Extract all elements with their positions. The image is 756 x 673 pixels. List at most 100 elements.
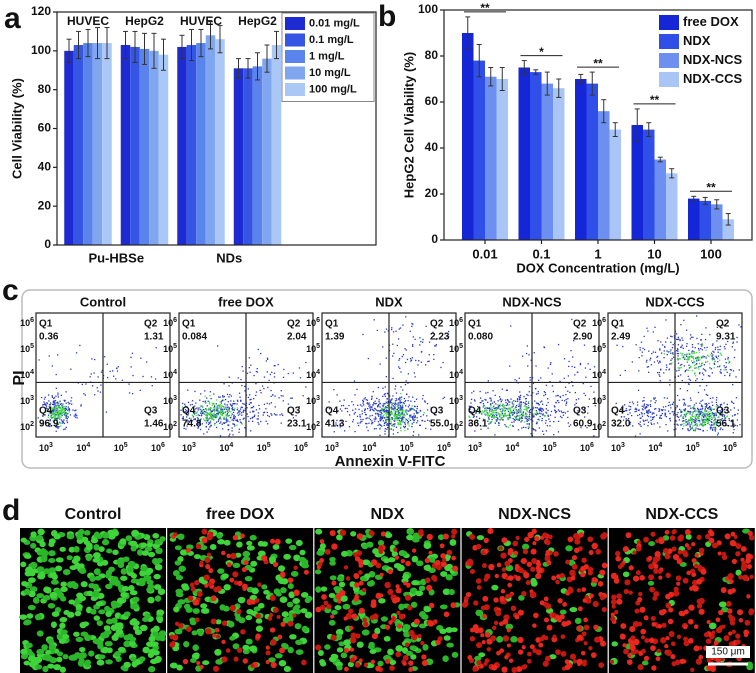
y-tick-label: 105	[20, 343, 34, 355]
event-dot	[232, 419, 233, 420]
green-cell	[24, 619, 32, 625]
red-cell	[444, 611, 450, 617]
event-dot	[343, 405, 344, 406]
event-dot	[378, 414, 379, 415]
event-dot	[210, 391, 211, 392]
event-dot	[543, 395, 544, 396]
y-tick-label-exponent: 5	[316, 343, 320, 350]
event-dot	[206, 397, 207, 398]
event-dot	[657, 340, 658, 341]
event-dot	[512, 401, 513, 402]
event-dot	[192, 400, 193, 401]
event-dot	[666, 369, 667, 370]
event-dot	[517, 419, 518, 420]
green-cell	[148, 666, 155, 672]
event-dot	[554, 405, 555, 406]
event-dot	[691, 337, 692, 338]
event-dot	[55, 408, 56, 409]
event-dot	[405, 409, 406, 410]
red-cell	[355, 633, 360, 638]
green-cell	[223, 584, 230, 590]
green-cell	[94, 532, 100, 539]
event-dot	[664, 347, 665, 348]
event-dot	[540, 416, 541, 417]
green-cell	[283, 554, 291, 560]
event-dot	[561, 412, 562, 413]
red-cell	[216, 634, 220, 638]
green-cell	[111, 634, 118, 640]
event-dot	[687, 424, 688, 425]
event-dot	[377, 405, 378, 406]
event-dot	[695, 347, 696, 348]
event-dot	[363, 404, 364, 405]
red-cell	[266, 660, 270, 664]
event-dot	[566, 399, 567, 400]
red-cell	[321, 594, 327, 600]
event-dot	[384, 403, 385, 404]
event-dot	[211, 425, 212, 426]
green-cell	[133, 625, 139, 631]
red-cell	[344, 648, 349, 653]
green-cell	[142, 647, 150, 654]
event-dot	[653, 423, 654, 424]
green-cell	[146, 542, 153, 547]
event-dot	[699, 352, 700, 353]
green-cell	[419, 611, 426, 617]
event-dot	[730, 409, 731, 410]
event-dot	[305, 386, 306, 387]
y-tick-label: 106	[306, 317, 320, 329]
green-cell	[315, 569, 321, 574]
event-dot	[339, 401, 340, 402]
event-dot	[497, 418, 498, 419]
event-dot	[688, 405, 689, 406]
event-dot	[644, 408, 645, 409]
green-cell	[229, 636, 235, 641]
event-dot	[519, 399, 520, 400]
event-dot	[219, 406, 220, 407]
event-dot	[236, 425, 237, 426]
red-cell	[277, 615, 281, 619]
event-dot	[672, 347, 673, 348]
event-dot	[703, 416, 704, 417]
y-tick-label-exponent: 5	[602, 343, 606, 350]
event-dot	[271, 402, 272, 403]
green-cell	[92, 558, 100, 563]
event-dot	[520, 395, 521, 396]
x-tick-label-base: 10	[182, 443, 192, 453]
event-dot	[641, 413, 642, 414]
event-dot	[585, 377, 586, 378]
event-dot	[362, 419, 363, 420]
event-dot	[404, 348, 405, 349]
bar	[149, 51, 159, 245]
event-dot	[543, 346, 544, 347]
event-dot	[498, 425, 499, 426]
event-dot	[57, 402, 58, 403]
quadrant-name: Q2	[573, 319, 587, 330]
event-dot	[225, 408, 226, 409]
green-cell	[368, 642, 374, 647]
event-dot	[263, 412, 264, 413]
event-dot	[230, 400, 231, 401]
event-dot	[711, 421, 712, 422]
red-cell	[396, 587, 402, 593]
x-tick-label-exponent: 5	[267, 442, 271, 449]
event-dot	[568, 375, 569, 376]
green-cell	[60, 596, 66, 602]
event-dot	[414, 372, 415, 373]
event-dot	[717, 361, 718, 362]
event-dot	[537, 413, 538, 414]
event-dot	[708, 412, 709, 413]
x-tick-label: 105	[543, 442, 557, 454]
event-dot	[376, 398, 377, 399]
event-dot	[515, 406, 516, 407]
event-dot	[678, 367, 679, 368]
event-dot	[379, 411, 380, 412]
green-cell	[97, 660, 105, 666]
event-dot	[500, 404, 501, 405]
green-cell	[321, 586, 327, 591]
green-cell	[302, 559, 309, 566]
event-dot	[209, 417, 210, 418]
event-dot	[733, 403, 734, 404]
quadrant-name: Q4	[611, 406, 625, 417]
event-dot	[274, 376, 275, 377]
